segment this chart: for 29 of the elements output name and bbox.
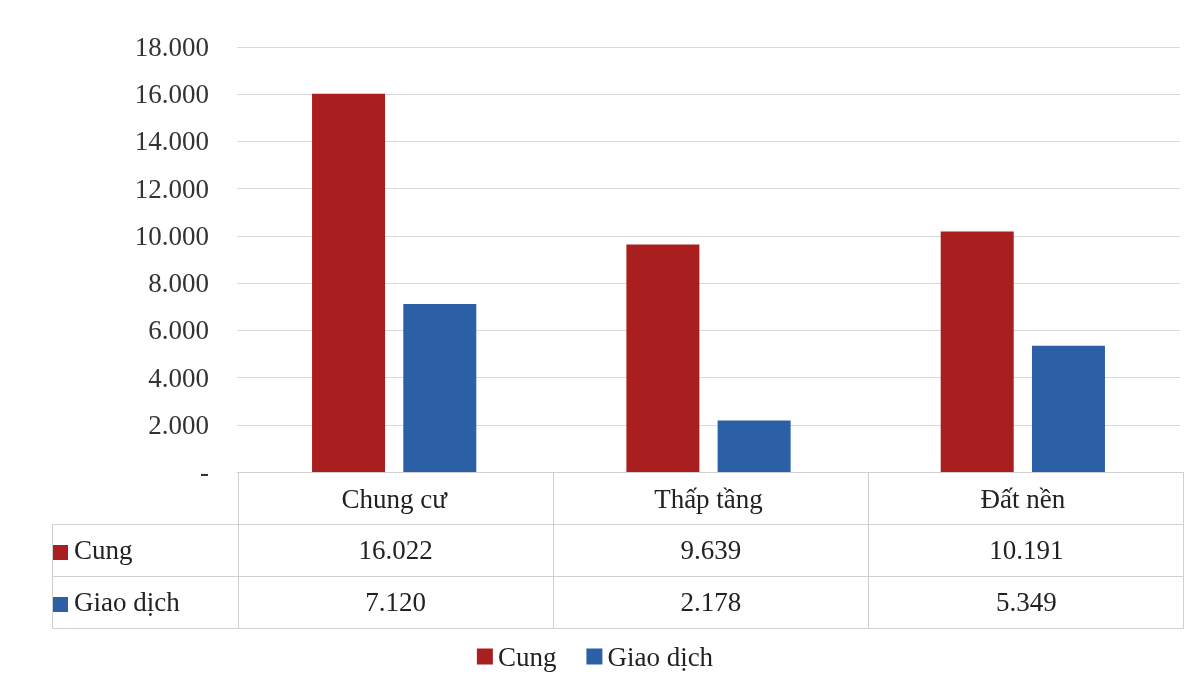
x-tick-label: Đất nền [980, 483, 1066, 514]
data-label: 5.349 [868, 576, 1184, 629]
text: Cung [74, 535, 133, 565]
x-tick-label: Thấp tầng [654, 483, 763, 514]
bar [717, 420, 791, 472]
bar [403, 303, 477, 472]
y-tick-label: 8.000 [148, 268, 209, 299]
y-tick-label: 2.000 [148, 409, 209, 440]
data-label: 9.639 [553, 524, 869, 577]
y-tick-label: 12.000 [134, 173, 209, 204]
legend-label: Giao dịch [607, 641, 714, 672]
y-tick-label: 10.000 [134, 220, 209, 251]
x-tick-label: Chung cư [341, 483, 449, 514]
y-tick-label: - [200, 457, 209, 487]
data-label: 16.022 [238, 524, 554, 577]
bar [626, 244, 700, 472]
legend-label: Cung [497, 641, 557, 672]
data-label: 7.120 [238, 576, 554, 629]
y-tick-label: 18.000 [134, 32, 209, 62]
bar [312, 93, 386, 472]
data-label: 10.191 [868, 524, 1184, 577]
text: Giao dịch [74, 587, 180, 617]
bar [1031, 345, 1105, 472]
y-tick-label: 14.000 [134, 126, 209, 157]
data-label: 2.178 [553, 576, 869, 629]
bar [940, 231, 1014, 472]
y-tick-label: 16.000 [134, 79, 209, 110]
y-tick-label: 4.000 [148, 362, 209, 393]
y-tick-label: 6.000 [148, 315, 209, 346]
